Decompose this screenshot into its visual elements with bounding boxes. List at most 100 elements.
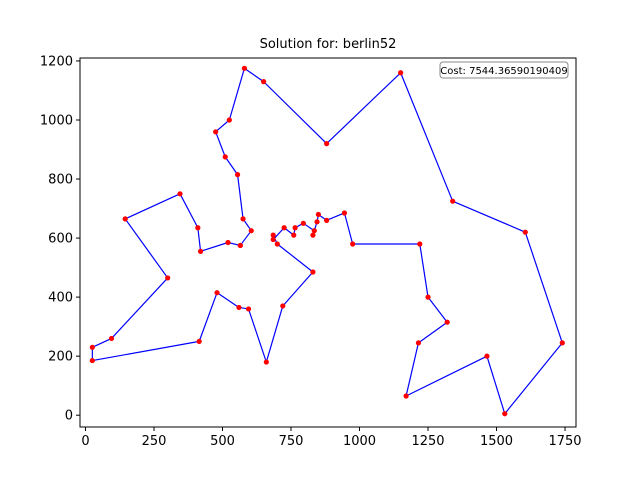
tour-segment [198,292,218,342]
tour-segment [326,212,345,221]
y-tick-label: 600 [48,232,73,247]
city-point [274,241,280,247]
tour-segment [452,200,526,233]
city-point [403,393,409,399]
tour-segment [179,193,199,229]
tour-segment [236,174,244,219]
tour-segment [418,321,448,344]
tour-segment [124,193,181,220]
tour-segment [405,342,420,397]
city-point [261,79,267,85]
tour-segment [504,342,563,415]
tour-segment [263,81,328,145]
x-tick-label: 0 [81,434,89,449]
tour-segment [247,308,267,363]
tour-segment [326,72,402,145]
city-point [108,335,115,342]
city-point [350,241,356,247]
city-point [270,232,276,238]
city-point [122,216,128,222]
city-point [415,340,422,346]
x-tick-label: 1250 [411,434,444,449]
city-point [522,229,528,235]
tour-segment [405,355,488,397]
city-point [310,269,316,275]
tour-segment [272,227,285,240]
tour-segment [92,340,200,362]
city-point [280,303,286,309]
x-axis: 0 250 500 750 1000 1250 1500 1750 [81,427,582,449]
tour-segment [239,230,252,246]
city-point [314,219,320,225]
y-tick-label: 200 [48,350,73,365]
city-point [398,70,404,76]
city-point [197,248,204,254]
city-point [444,319,450,325]
city-point [222,154,228,160]
city-point [311,228,317,234]
tour-segment [197,227,202,252]
x-tick-label: 750 [279,434,304,449]
city-point [300,220,306,226]
city-point [237,242,243,249]
tour-segment [282,271,314,307]
x-tick-label: 1000 [343,434,376,449]
y-tick-label: 1000 [40,113,73,128]
tour-segment [400,72,454,202]
city-point [177,191,183,197]
city-point [236,304,242,311]
city-point [234,172,241,178]
tour-segment [111,277,169,339]
city-point [270,236,276,243]
tour-segment [124,218,169,279]
city-point [425,294,431,300]
city-point [291,232,297,238]
x-tick-label: 1750 [548,434,581,449]
city-point [240,216,246,222]
cost-annotation-box [439,61,569,79]
tour-segment [265,305,284,363]
tour-segment [215,119,230,133]
city-point [241,65,248,71]
y-tick-label: 400 [48,291,73,306]
tour-segment [343,212,354,245]
x-tick-label: 250 [142,434,167,449]
city-point [196,338,202,344]
tour-segment [486,355,506,414]
tour-segment [419,243,429,298]
city-point [89,357,95,364]
city-point [225,239,231,246]
city-point [341,210,348,216]
tour-segment [244,67,264,83]
city-point [195,225,201,231]
city-point [324,217,330,223]
y-axis: 0 200 400 600 800 1000 1200 [40,54,80,424]
city-point [263,359,269,365]
axes-frame [79,57,577,428]
city-point [484,353,490,359]
city-point [315,211,322,218]
city-point [248,228,254,234]
city-point [559,340,565,346]
y-tick-label: 1200 [40,54,73,69]
tour-segment [215,131,226,158]
tour-segment [276,243,314,273]
tour-segment [224,156,239,175]
city-point [324,141,330,147]
city-point [89,344,95,350]
tour-segment [427,296,448,323]
cost-annotation: Cost: 7544.36590190409 [439,61,569,79]
city-point [245,306,252,312]
city-point [214,290,220,296]
city-point [281,225,287,231]
cost-annotation-text: Cost: 7544.36590190409 [440,66,567,77]
plot-area [89,65,565,417]
city-point [502,411,508,417]
tour-segment [92,337,112,348]
x-tick-label: 500 [210,434,235,449]
tour-segment [200,241,229,252]
y-tick-label: 800 [48,173,73,188]
tour-segment [216,292,240,308]
tour-segment [228,68,245,121]
